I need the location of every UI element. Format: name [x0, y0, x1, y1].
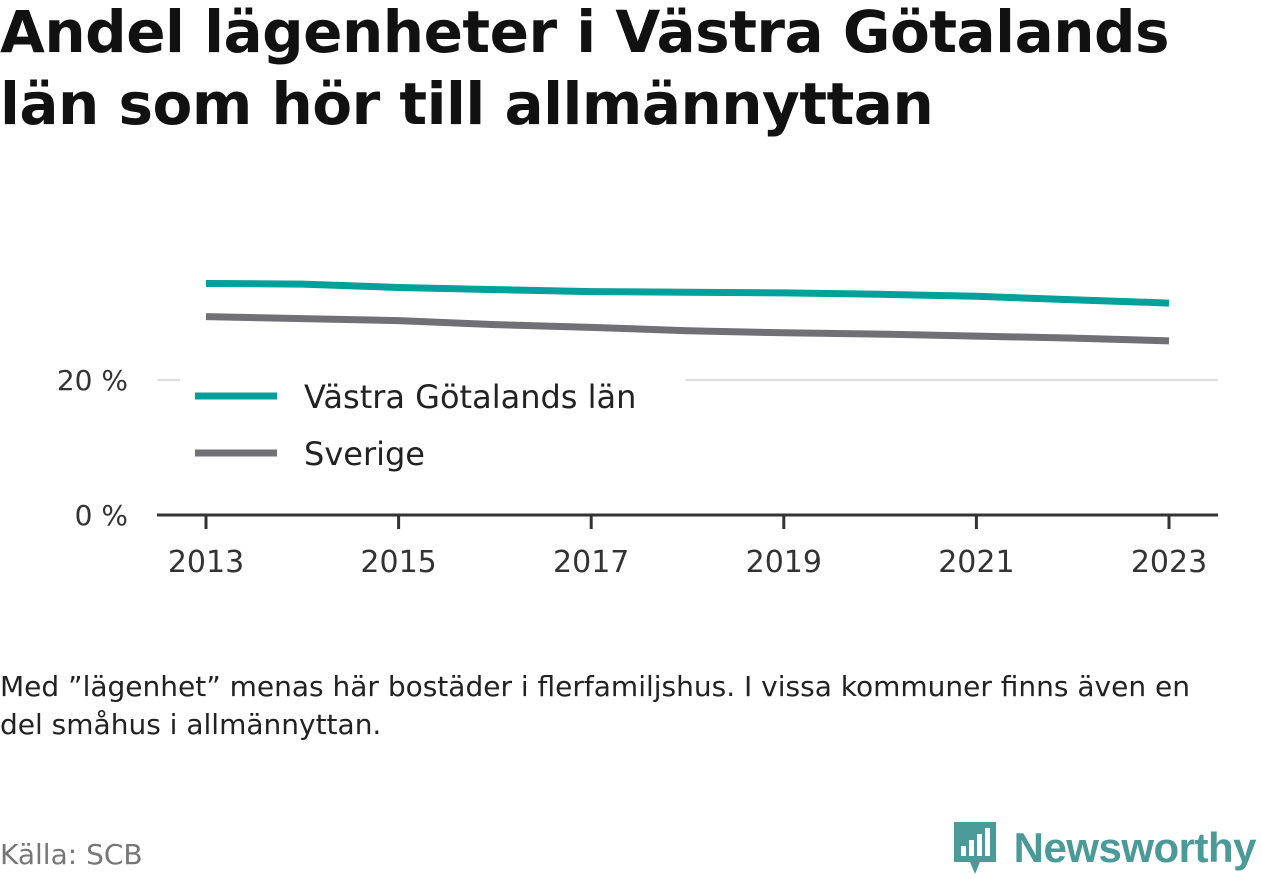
- newsworthy-logo-icon: [953, 822, 996, 874]
- x-tick-label: 2023: [1131, 545, 1207, 580]
- x-tick-label: 2015: [360, 545, 436, 580]
- x-tick-label: 2017: [553, 545, 629, 580]
- x-tick-label: 2019: [746, 545, 822, 580]
- y-axis-ticks: 0 % 20 %: [57, 364, 128, 532]
- chart-title: Andel lägenheter i Västra Götalands län …: [0, 0, 1170, 138]
- legend-background: [180, 372, 685, 484]
- legend-label: Västra Götalands län: [304, 378, 636, 416]
- series-lines: [205, 280, 1170, 345]
- x-tick-label: 2013: [168, 545, 244, 580]
- line-chart: 0 % 20 % Västra Götalands län Sverige 2013…: [57, 280, 1218, 580]
- legend: Västra Götalands län Sverige: [180, 372, 685, 484]
- newsworthy-logo: Newsworthy: [950, 818, 1257, 878]
- x-tick-label: 2021: [938, 545, 1014, 580]
- brand-name: Newsworthy: [1013, 824, 1257, 871]
- source-label: Källa: SCB: [0, 838, 143, 871]
- x-axis-ticks: 2013 2015 2017 2019 2021 2023: [168, 515, 1207, 580]
- series-line-0: [205, 280, 1170, 307]
- series-line-1: [205, 313, 1170, 345]
- y-tick-label: 20 %: [57, 364, 128, 397]
- footnote: Med ”lägenhet” menas här bostäder i fler…: [0, 670, 1190, 741]
- legend-label: Sverige: [304, 435, 425, 473]
- y-tick-label: 0 %: [75, 499, 128, 532]
